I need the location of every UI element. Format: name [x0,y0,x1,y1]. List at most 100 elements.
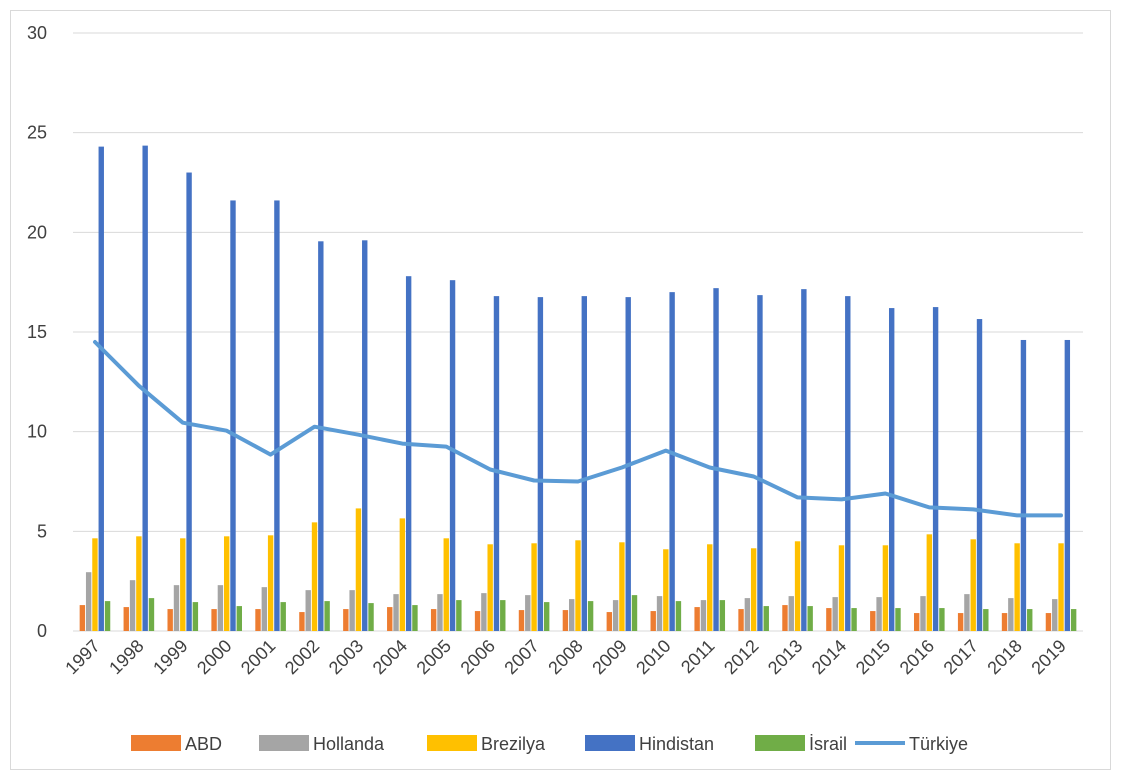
bar [700,600,707,631]
bar [926,534,933,631]
bar [826,608,832,631]
bar [192,602,199,631]
legend-swatch [585,735,635,751]
x-tick-label: 2017 [940,636,982,678]
bar [217,585,224,631]
bar [914,613,920,631]
bar [832,597,838,631]
x-tick-label: 2003 [325,636,367,678]
x-tick-label: 2016 [896,636,938,678]
bar [142,145,148,631]
bar [763,606,769,631]
bar [92,538,98,631]
y-tick-label: 30 [27,23,47,43]
legend-swatch [259,735,309,751]
bar [443,538,449,631]
legend-swatch [755,735,805,751]
bar [1027,609,1033,631]
bar [255,609,261,631]
bar [173,585,180,631]
bar [738,609,744,631]
bar [575,540,581,631]
x-tick-label: 2006 [457,636,499,678]
bar [675,601,682,631]
bar [318,241,324,631]
bar [587,601,594,631]
bar [851,608,857,631]
bar [619,542,625,631]
bar [85,572,92,631]
bar [807,606,813,631]
y-tick-label: 10 [27,422,47,442]
bar [437,594,443,631]
bar [305,590,311,631]
bar [983,609,989,631]
bar [1064,339,1071,631]
bar [876,597,882,631]
x-tick-label: 2010 [632,636,674,678]
bar [562,610,569,631]
bar [267,535,274,631]
bar [223,536,230,631]
bar [631,595,638,631]
bar [794,541,801,631]
bar [1052,599,1058,631]
bar [650,611,656,631]
bar [518,610,525,631]
bar [399,518,406,631]
bar [932,307,939,631]
bar [211,609,217,631]
x-tick-label: 2011 [677,636,719,678]
gridlines [73,32,1083,632]
line-series [93,340,1063,518]
bar [1008,598,1014,631]
bar [782,605,788,631]
bar [1070,609,1077,631]
bar [449,280,456,631]
bar [180,538,186,631]
legend-label: Türkiye [909,734,968,754]
legend-swatch [131,735,181,751]
bar [1058,543,1064,631]
bar [368,603,374,631]
x-tick-label: 2002 [281,636,323,678]
x-tick-label: 2008 [544,636,586,678]
bar [387,607,393,631]
x-tick-label: 2014 [808,636,850,678]
bar [236,606,242,631]
bar [750,548,757,631]
bar [79,605,86,631]
legend-label: Hindistan [639,734,714,754]
y-axis-tick-labels: 0 5 10 15 20 25 30 [27,23,47,641]
bar [845,296,851,631]
bar [531,543,537,631]
y-tick-label: 15 [27,322,47,342]
x-tick-label: 2018 [983,636,1025,678]
bar [656,596,663,631]
x-tick-label: 2015 [852,636,894,678]
bar [606,612,613,631]
bar [757,295,763,631]
x-tick-label: 2001 [237,636,279,678]
y-tick-label: 0 [37,621,47,641]
bar [299,612,305,631]
x-axis-tick-labels: 1997 1998 1999 2000 2001 2002 2003 2004 2005 2006… [61,636,1070,678]
bar [1001,613,1008,631]
x-tick-label: 2012 [720,636,762,678]
bar [493,296,500,631]
bar [456,600,462,631]
bar [274,200,280,631]
y-tick-label: 25 [27,123,47,143]
bar [801,289,807,631]
x-tick-label: 1997 [61,636,103,678]
bar [964,594,970,631]
bar [569,599,575,631]
bar [694,607,700,631]
x-tick-label: 1998 [105,636,147,678]
bar [349,590,355,631]
bar [612,600,619,631]
y-tick-label: 5 [37,521,47,541]
bar [543,602,550,631]
bar [537,297,544,631]
bar [713,288,719,631]
